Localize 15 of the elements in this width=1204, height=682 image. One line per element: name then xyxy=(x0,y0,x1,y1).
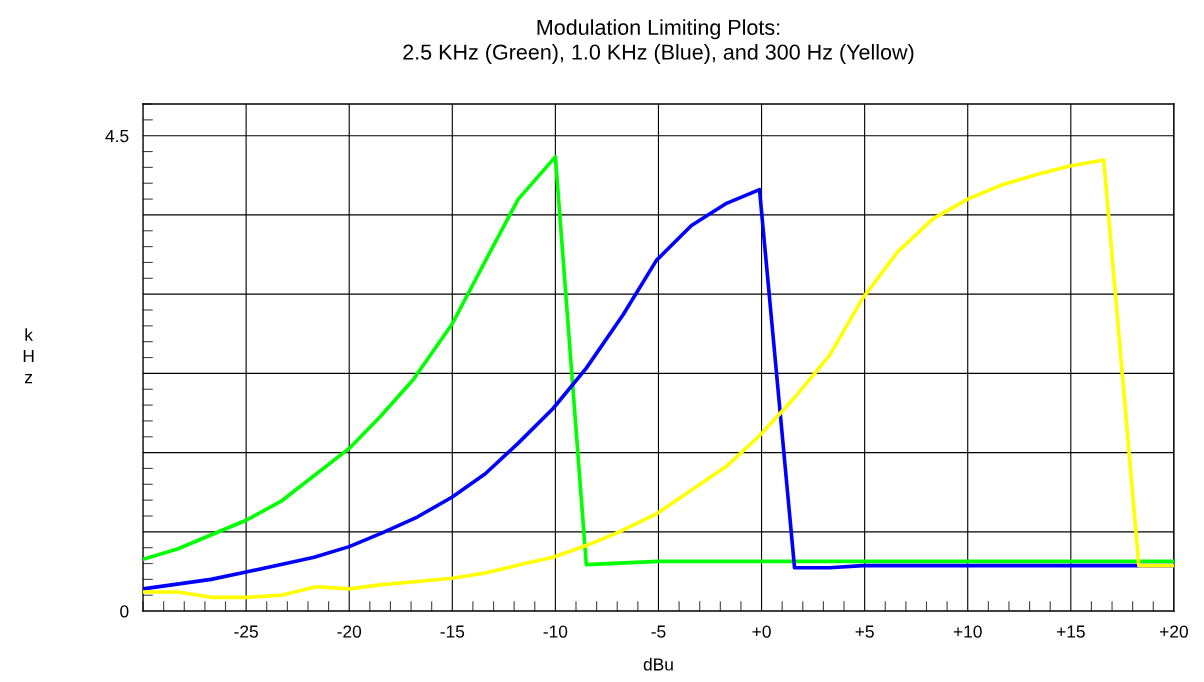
x-tick-label: +10 xyxy=(953,625,982,638)
x-tick-label: -10 xyxy=(543,625,568,638)
x-tick-label: +15 xyxy=(1056,625,1085,638)
x-tick-label: -15 xyxy=(440,625,465,638)
x-axis-title: dBu xyxy=(643,657,673,671)
y-tick-label: 4.5 xyxy=(105,130,129,143)
chart-title: Modulation Limiting Plots: 2.5 KHz (Green), 1.0 KHz (Blue), and 300 Hz (Yellow) xyxy=(403,19,914,65)
y-tick-label: 0 xyxy=(120,605,129,618)
x-tick-label: +5 xyxy=(855,625,874,638)
x-tick-label: +20 xyxy=(1160,625,1188,638)
y-axis-title: k H z xyxy=(23,328,34,384)
x-tick-label: -25 xyxy=(234,625,258,638)
x-tick-label: +0 xyxy=(752,625,771,638)
x-tick-label: -5 xyxy=(651,625,666,638)
x-tick-label: -20 xyxy=(337,625,362,638)
